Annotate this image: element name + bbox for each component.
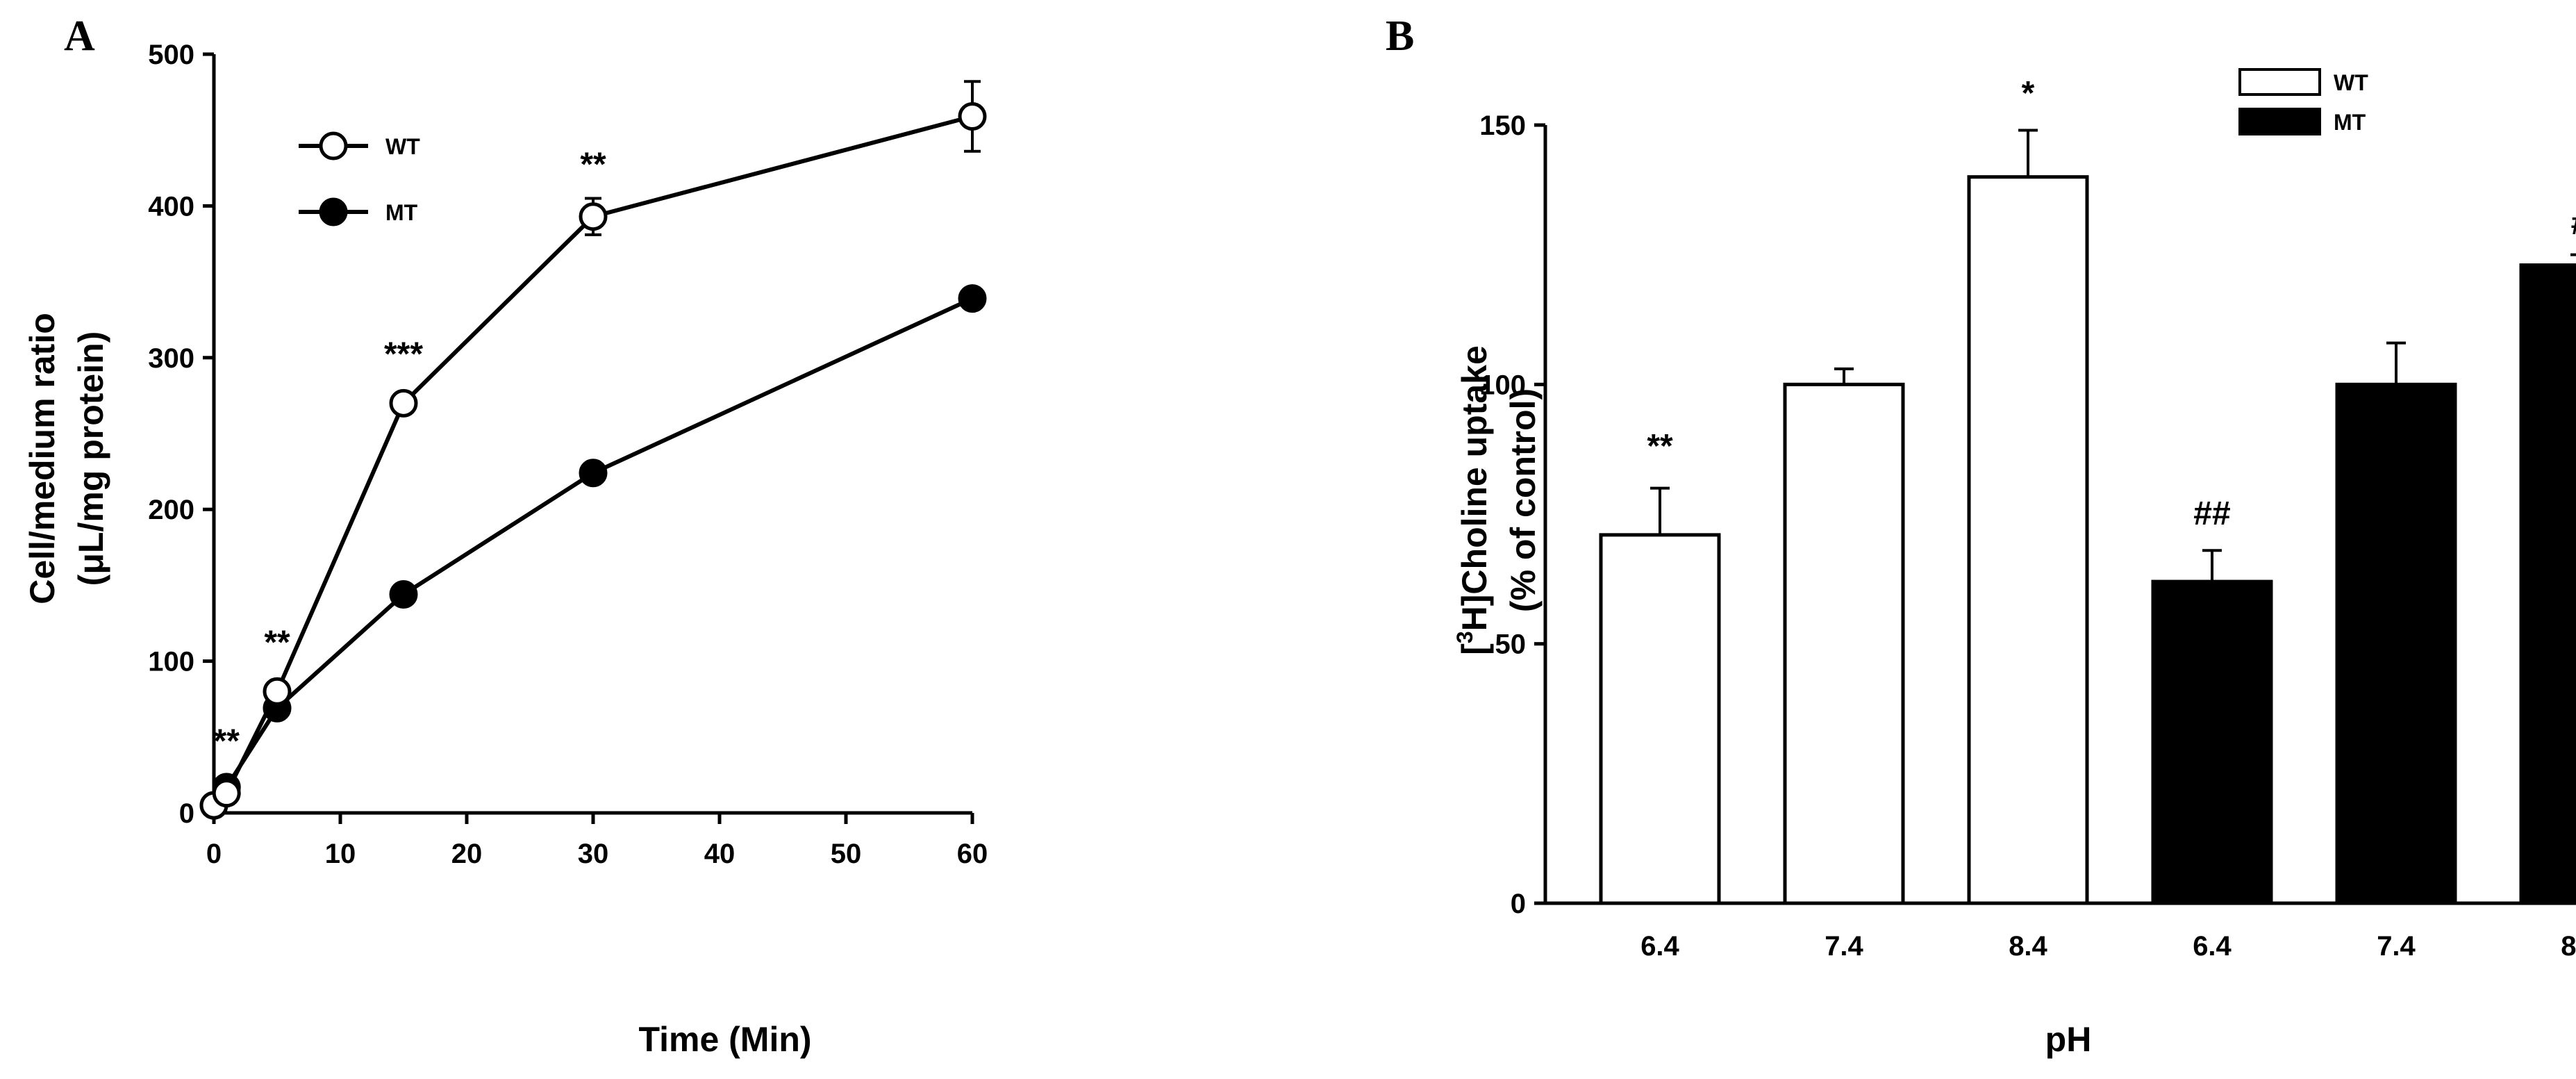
panel-b-bar-mt <box>2519 263 2576 905</box>
panel-a-ytick-label: 0 <box>179 798 194 829</box>
panel-b-legend: WT MT <box>2238 68 2368 135</box>
panel-b-bar-wt <box>1967 175 2089 905</box>
panel-b-bar-mt <box>2151 579 2273 905</box>
panel-a-ylabel-line1: Cell/medium ratio <box>23 313 62 604</box>
legend-mt-swatch <box>2238 108 2321 135</box>
panel-a-significance-marker: ** <box>214 723 240 760</box>
panel-a-point-wt <box>212 779 241 808</box>
legend-mt-label: MT <box>385 200 418 225</box>
panel-a-series-line-mt <box>212 296 974 807</box>
legend-mt-label: MT <box>2334 110 2366 135</box>
panel-a-xtick-label: 30 <box>578 839 609 869</box>
panel-b: B [3H]Choline uptake (% of control) pH W… <box>1386 13 2576 1059</box>
panel-a-xtick-label: 50 <box>831 839 862 869</box>
panel-a-letter: A <box>64 13 95 60</box>
panel-a-significance-marker: ** <box>264 625 290 661</box>
panel-a-xlabel: Time (Min) <box>638 1020 811 1059</box>
panel-a-xtick-label: 10 <box>325 839 356 869</box>
panel-a-ytick-label: 300 <box>148 343 194 374</box>
panel-b-category-label: 7.4 <box>2377 931 2416 962</box>
panel-b-ytick-label: 50 <box>1495 629 1527 660</box>
legend-wt-label: WT <box>2334 70 2368 95</box>
panel-a-xtick-label: 60 <box>957 839 988 869</box>
panel-b-ylabel-line1: [3H]Choline uptake <box>1452 345 1494 655</box>
panel-a-ytick-label: 200 <box>148 495 194 525</box>
panel-b-letter: B <box>1386 13 1414 60</box>
panel-a-xtick-label: 40 <box>704 839 736 869</box>
panel-a-point-wt <box>958 102 987 131</box>
panel-b-bar-wt <box>1783 382 1905 905</box>
panel-a-significance-marker: *** <box>384 336 423 373</box>
panel-a-significance-marker: ** <box>580 147 606 183</box>
panel-b-category-label: 8.4 <box>2561 931 2576 962</box>
panel-b-ytick-label: 0 <box>1511 889 1526 919</box>
panel-a-point-mt <box>958 284 987 313</box>
panel-a-ytick-label: 100 <box>148 647 194 677</box>
panel-a: A Cell/medium ratio (μL/mg protein) Time… <box>23 13 988 1059</box>
panel-b-category-label: 8.4 <box>2009 931 2047 962</box>
legend-mt-marker <box>319 197 348 226</box>
panel-b-bar-wt <box>1599 533 1721 905</box>
legend-wt-label: WT <box>385 134 420 159</box>
panel-b-ytick-label: 100 <box>1479 370 1526 400</box>
panel-b-significance-marker: ## <box>2193 495 2230 532</box>
panel-a-point-wt <box>389 388 418 418</box>
panel-a-ylabel-line2: (μL/mg protein) <box>72 331 110 586</box>
panel-a-point-wt <box>579 202 608 231</box>
panel-a-point-wt <box>263 677 292 706</box>
panel-a-point-mt <box>579 459 608 488</box>
panel-a-ytick-label: 500 <box>148 40 194 70</box>
panel-a-legend: WT MT <box>299 131 420 226</box>
panel-b-ytick-label: 150 <box>1479 110 1526 141</box>
panel-b-significance-marker: ** <box>1647 428 1673 465</box>
panel-b-category-label: 6.4 <box>1640 931 1679 962</box>
panel-a-xtick-label: 0 <box>206 839 222 869</box>
legend-wt-marker <box>319 131 348 160</box>
panel-a-xtick-label: 20 <box>451 839 483 869</box>
panel-b-category-label: 6.4 <box>2193 931 2232 962</box>
panel-b-xlabel: pH <box>2045 1020 2092 1059</box>
panel-b-significance-marker: * <box>2022 75 2035 112</box>
panel-b-ylabel-line2: (% of control) <box>1504 388 1543 612</box>
panel-a-ytick-label: 400 <box>148 191 194 222</box>
panel-a-point-mt <box>389 580 418 609</box>
legend-wt-swatch <box>2238 68 2321 96</box>
panel-b-bar-mt <box>2335 382 2457 905</box>
panel-b-significance-marker: # <box>2571 205 2576 242</box>
panel-b-category-label: 7.4 <box>1825 931 1863 962</box>
